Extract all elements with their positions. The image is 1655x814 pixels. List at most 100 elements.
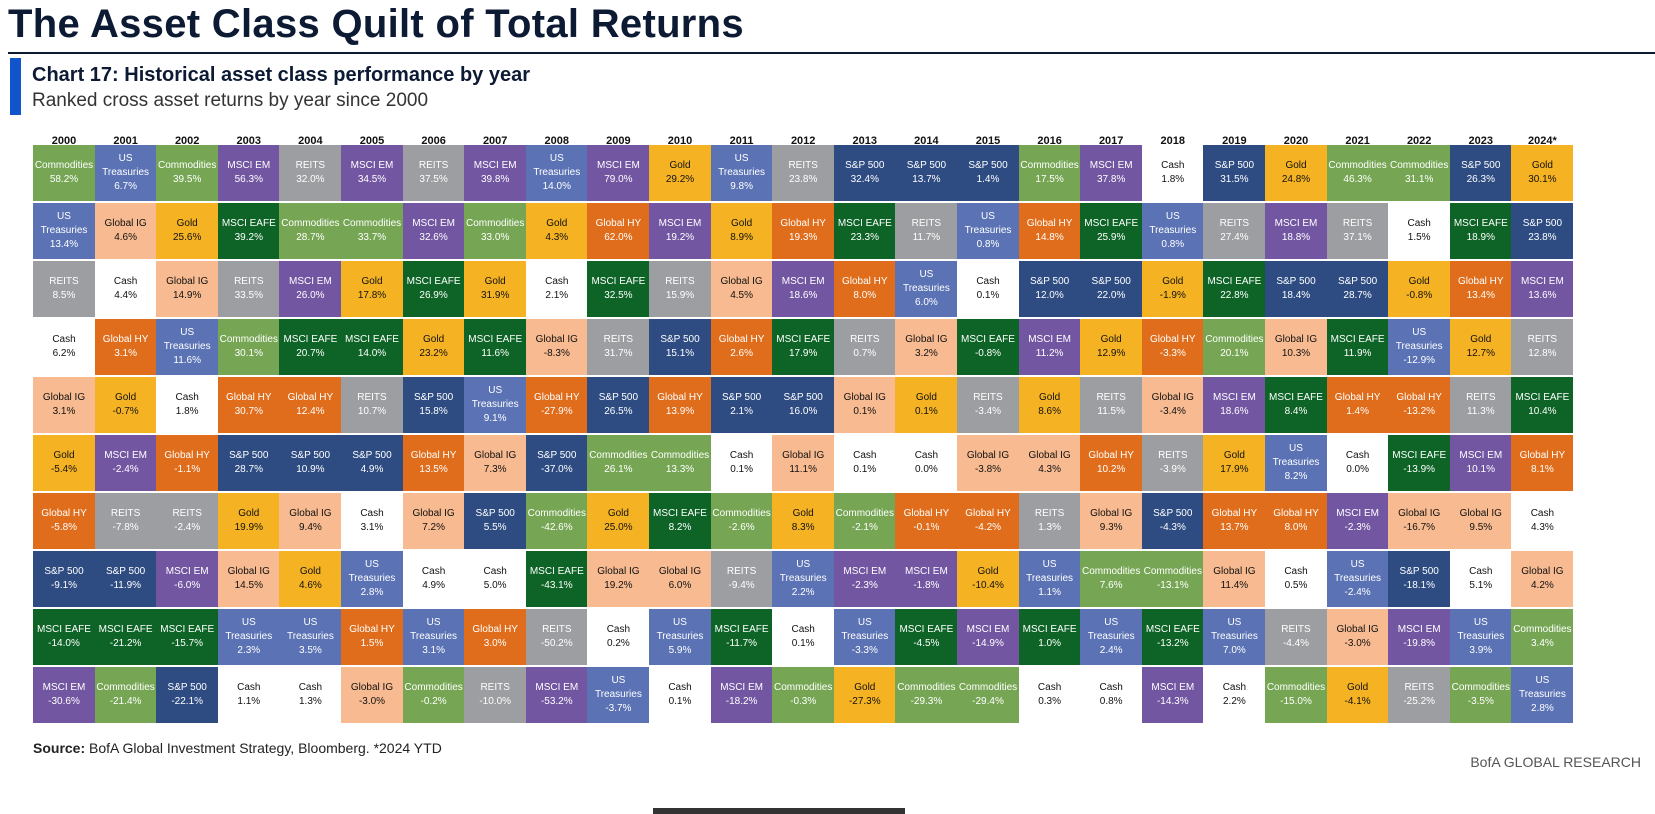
asset-return: 31.1% — [1405, 174, 1434, 185]
quilt-cell: Commodities -0.2% — [402, 667, 465, 723]
asset-return: 26.5% — [604, 406, 633, 417]
asset-name: Gold — [1531, 160, 1553, 171]
page-title: The Asset Class Quilt of Total Returns — [8, 2, 744, 46]
quilt-cell: MSCI EM 32.6% — [402, 203, 465, 259]
asset-return: 1.5% — [1407, 232, 1431, 243]
asset-name: MSCI EAFE — [714, 624, 769, 635]
asset-name: US Treasuries — [1149, 211, 1197, 236]
quilt-cell: Global HY -5.8% — [33, 493, 95, 549]
asset-return: -16.7% — [1403, 522, 1436, 533]
asset-return: 15.8% — [419, 406, 448, 417]
quilt-cell: Global HY -13.2% — [1388, 377, 1451, 433]
chart-title-accent-bar — [10, 58, 21, 115]
quilt-cell: S&P 500 -9.1% — [33, 551, 95, 607]
quilt-cell: REITS -10.0% — [464, 667, 527, 723]
quilt-cell: MSCI EM 10.1% — [1449, 435, 1512, 491]
quilt-cell: Global HY 62.0% — [587, 203, 650, 259]
asset-name: Global HY — [410, 450, 457, 461]
asset-name: Commodities — [219, 334, 278, 345]
asset-return: -4.1% — [1344, 696, 1371, 707]
quilt-cell: REITS 33.5% — [217, 261, 280, 317]
asset-return: 1.1% — [237, 696, 261, 707]
quilt-cell: US Treasuries 2.8% — [341, 551, 403, 607]
asset-name: REITS — [1034, 508, 1065, 519]
asset-return: 10.1% — [1466, 464, 1495, 475]
asset-return: 15.9% — [665, 290, 695, 301]
quilt-cell: Gold -5.4% — [33, 435, 95, 491]
quilt-cell: REITS -4.4% — [1265, 609, 1327, 665]
quilt-cell: US Treasuries -2.4% — [1326, 551, 1389, 607]
asset-return: 4.2% — [1530, 580, 1554, 591]
asset-name: Cash — [976, 276, 1000, 287]
asset-return: -30.6% — [48, 696, 80, 707]
quilt-cell: Global HY 12.4% — [279, 377, 342, 433]
quilt-cell: S&P 500 -4.3% — [1141, 493, 1204, 549]
quilt-cell: Gold -27.3% — [833, 667, 896, 723]
asset-name: MSCI EAFE — [37, 624, 91, 635]
asset-return: -4.5% — [913, 638, 940, 649]
asset-return: 19.3% — [789, 232, 818, 243]
asset-return: -2.4% — [112, 464, 139, 475]
asset-return: -21.2% — [109, 638, 142, 649]
quilt-cell: REITS 0.7% — [833, 319, 896, 375]
asset-name: MSCI EM — [1151, 682, 1195, 693]
quilt-cell: MSCI EAFE -4.5% — [895, 609, 958, 665]
asset-return: 11.4% — [1220, 580, 1249, 591]
year-label: 2012 — [790, 135, 816, 147]
asset-return: 4.3% — [1038, 464, 1061, 475]
asset-return: 4.3% — [545, 232, 569, 243]
asset-return: 8.6% — [1038, 406, 1061, 417]
asset-name: Cash — [853, 450, 877, 461]
horizontal-scrollbar[interactable] — [653, 808, 905, 814]
asset-return: 18.9% — [1466, 232, 1495, 243]
asset-name: MSCI EAFE — [1515, 392, 1570, 403]
asset-return: 20.1% — [1220, 348, 1249, 359]
asset-return: 27.4% — [1220, 232, 1249, 243]
quilt-cell: US Treasuries 2.4% — [1080, 609, 1143, 665]
asset-return: -18.1% — [1403, 580, 1436, 591]
asset-name: Global HY — [1396, 392, 1442, 403]
asset-return: -2.4% — [1344, 587, 1371, 598]
asset-return: 0.5% — [1284, 580, 1308, 591]
quilt-cell: Cash 6.2% — [33, 319, 95, 375]
asset-name: Global IG — [227, 566, 270, 577]
asset-name: US Treasuries — [841, 617, 889, 642]
asset-return: 14.8% — [1035, 232, 1064, 243]
quilt-cell: US Treasuries 1.1% — [1018, 551, 1081, 607]
asset-return: 0.7% — [853, 348, 877, 359]
asset-return: 1.8% — [1161, 174, 1185, 185]
quilt-cell: MSCI EAFE 25.9% — [1080, 203, 1143, 259]
year-label: 2010 — [667, 135, 693, 147]
asset-return: 2.1% — [730, 406, 753, 417]
asset-return: 31.5% — [1220, 174, 1249, 185]
quilt-cell: REITS 32.0% — [279, 145, 342, 201]
asset-name: Global IG — [720, 276, 763, 287]
asset-return: -5.4% — [50, 464, 78, 475]
asset-name: Global HY — [1211, 508, 1258, 519]
asset-return: 39.8% — [481, 174, 510, 185]
quilt-cell: Cash 0.0% — [1326, 435, 1389, 491]
quilt-cell: Commodities -2.6% — [710, 493, 773, 549]
quilt-cell: REITS 11.7% — [895, 203, 958, 259]
asset-return: 58.2% — [49, 174, 79, 185]
asset-return: 25.0% — [604, 522, 633, 533]
asset-return: 0.1% — [914, 406, 938, 417]
asset-return: 22.8% — [1220, 290, 1249, 301]
asset-return: 28.7% — [296, 232, 325, 243]
asset-return: 32.4% — [850, 174, 879, 185]
quilt-cell: S&P 500 16.0% — [772, 377, 835, 433]
asset-name: Commodities — [158, 160, 217, 171]
asset-name: Commodities — [835, 508, 894, 519]
asset-return: 1.8% — [175, 406, 199, 417]
quilt-cell: Cash 0.3% — [1018, 667, 1081, 723]
asset-return: -1.9% — [1159, 290, 1186, 301]
quilt-cell: Global IG 10.3% — [1265, 319, 1327, 375]
quilt-cell: MSCI EM -2.3% — [1326, 493, 1389, 549]
quilt-cell: REITS -7.8% — [94, 493, 157, 549]
asset-return: -7.8% — [112, 522, 139, 533]
asset-return: 3.0% — [483, 638, 507, 649]
asset-return: -0.3% — [790, 696, 817, 707]
asset-return: 6.7% — [114, 181, 137, 192]
asset-name: S&P 500 — [413, 392, 454, 403]
quilt-cell: Gold 25.0% — [587, 493, 650, 549]
